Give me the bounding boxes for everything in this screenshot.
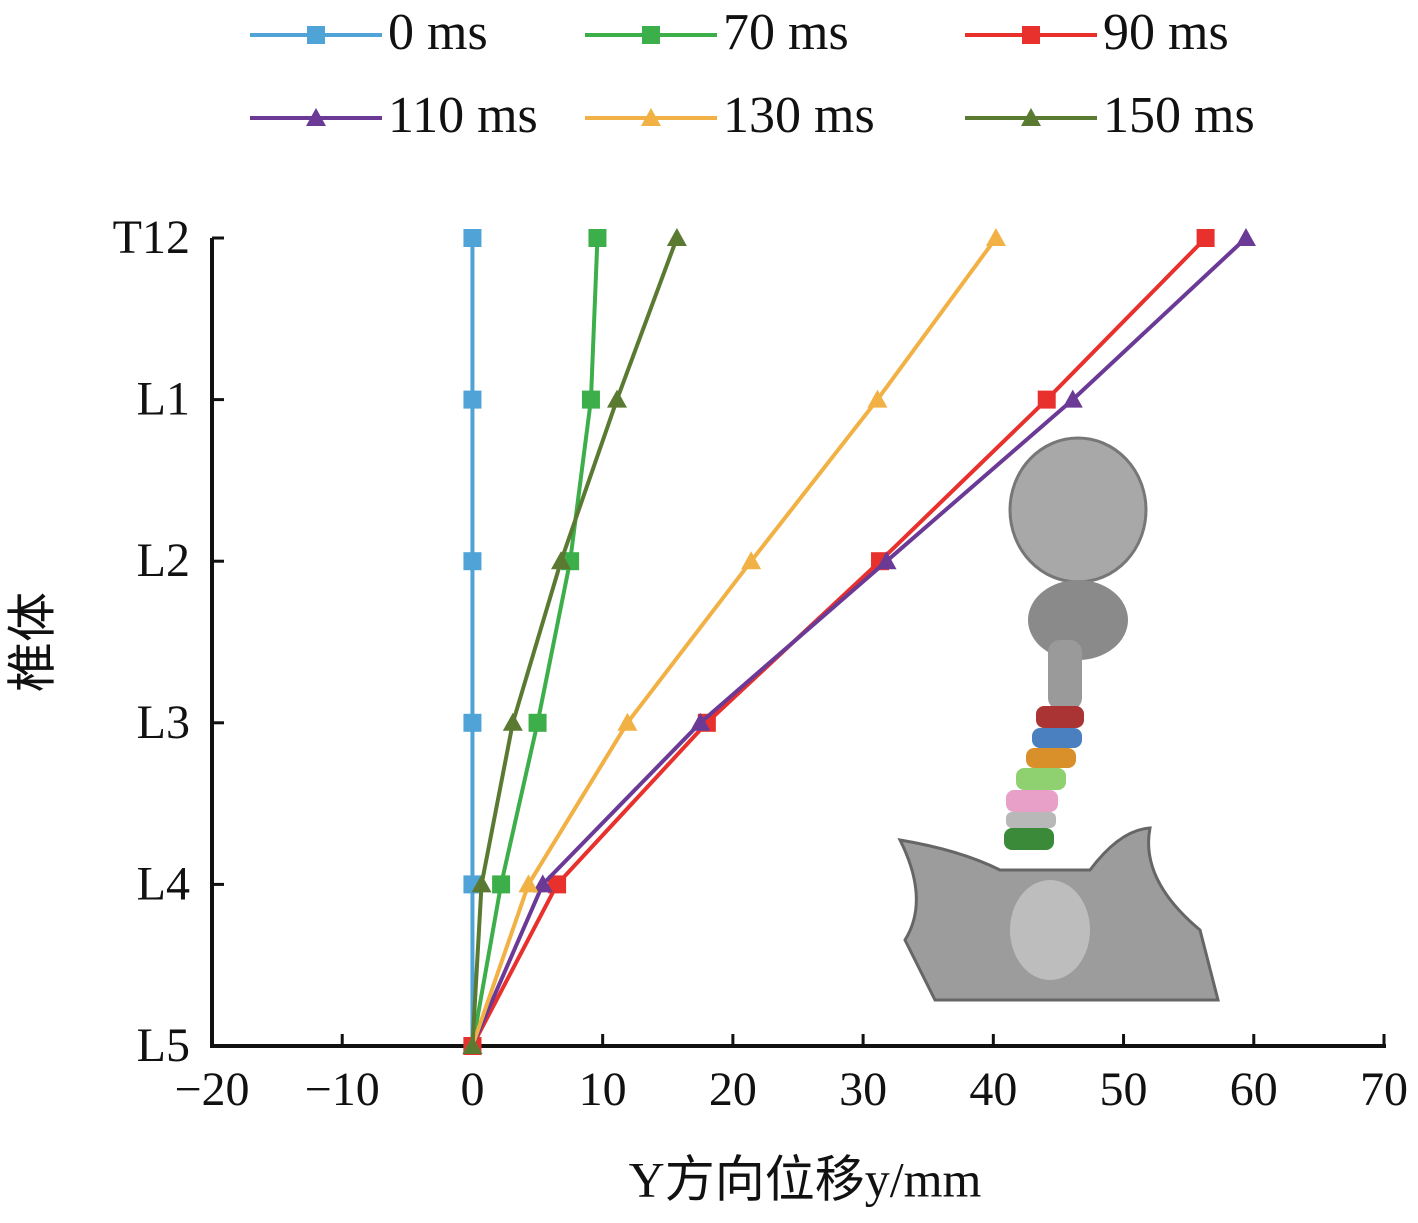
marker [463,713,482,732]
x-tick-label: 70 [1360,1063,1408,1116]
y-tick-label: L3 [137,696,190,749]
marker [1235,228,1256,246]
y-tick-label: L4 [137,857,190,910]
marker [581,390,600,409]
marker [741,551,762,570]
legend-label: 90 ms [1103,4,1229,61]
legend-marker [1021,108,1041,126]
legend-marker [307,26,325,44]
marker [463,390,482,409]
series-line [470,237,600,1047]
y-axis-label: 椎体 [4,592,60,692]
marker [867,389,888,408]
series-line [470,236,998,1047]
marker [463,229,482,247]
marker [492,875,511,894]
legend-label: 70 ms [723,4,849,61]
marker [617,712,638,731]
y-tick-label: L2 [137,534,190,587]
x-tick-label: 0 [460,1063,484,1116]
x-tick-label: 20 [709,1063,757,1116]
legend-label: 0 ms [388,4,488,61]
legend-marker [1022,26,1040,44]
marker [876,551,897,570]
marker [606,389,627,408]
inset-image [897,436,1220,1002]
marker [471,874,492,893]
x-tick-label: 60 [1230,1063,1278,1116]
marker [548,875,567,894]
legend-marker [306,108,326,126]
marker [1196,229,1215,247]
marker [666,228,687,246]
legend-marker [642,26,660,44]
marker [588,229,607,247]
marker [1037,390,1056,409]
marker [1062,389,1083,408]
y-tick-label: T12 [113,211,190,264]
legend-marker [641,108,661,126]
marker [528,713,547,732]
marker [518,874,539,893]
x-tick-label: −10 [305,1063,380,1116]
legend-label: 150 ms [1103,87,1255,144]
marker [985,228,1006,246]
series-line [470,237,679,1047]
marker [550,551,571,570]
y-tick-label: L5 [137,1019,190,1072]
marker [502,712,523,731]
legend-label: 130 ms [723,87,875,144]
legend: 0 ms 70 ms 90 ms 110 ms 130 ms 150 ms [250,4,1255,144]
y-tick-label: L1 [137,373,190,426]
x-tick-label: 30 [839,1063,887,1116]
marker [690,712,711,731]
x-tick-label: 40 [969,1063,1017,1116]
series-line [470,236,1248,1047]
marker [532,874,553,893]
x-tick-label: 10 [579,1063,627,1116]
x-tick-label: −20 [174,1063,249,1116]
marker [462,1036,483,1054]
x-tick-label: 50 [1100,1063,1148,1116]
legend-label: 110 ms [388,87,538,144]
x-axis-label: Y方向位移y/mm [629,1151,982,1207]
marker [463,552,482,571]
